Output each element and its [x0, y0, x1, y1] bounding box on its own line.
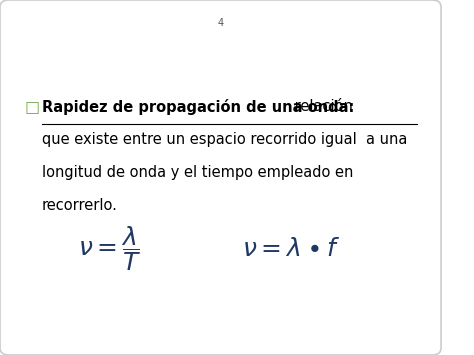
Text: recorrerlo.: recorrerlo. — [42, 198, 118, 213]
Text: $\nu = \dfrac{\lambda}{T}$: $\nu = \dfrac{\lambda}{T}$ — [79, 224, 142, 273]
Text: longitud de onda y el tiempo empleado en: longitud de onda y el tiempo empleado en — [42, 165, 353, 180]
Text: que existe entre un espacio recorrido igual  a una: que existe entre un espacio recorrido ig… — [42, 132, 407, 147]
FancyBboxPatch shape — [0, 0, 441, 355]
Text: relación: relación — [290, 99, 353, 114]
Text: Rapidez de propagación de una onda:: Rapidez de propagación de una onda: — [42, 99, 354, 115]
Text: □: □ — [24, 99, 39, 114]
Text: 4: 4 — [218, 18, 224, 28]
Text: $\nu = \lambda \bullet f$: $\nu = \lambda \bullet f$ — [242, 236, 340, 261]
